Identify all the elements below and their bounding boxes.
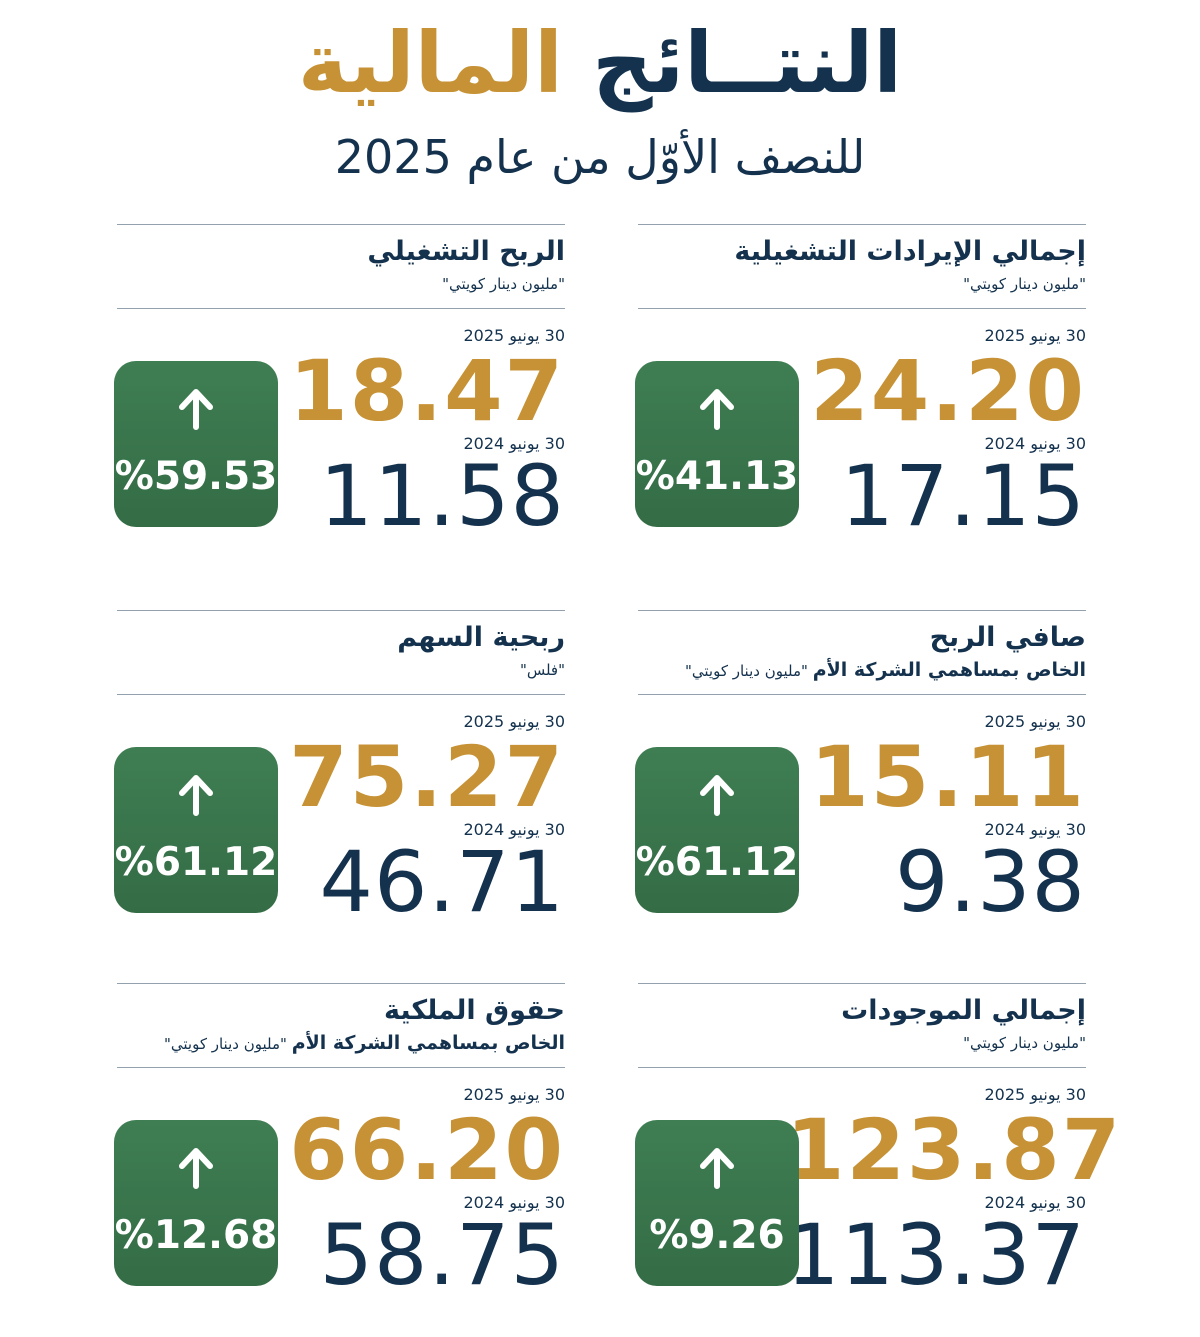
card-title: صافي الربح <box>929 622 1086 653</box>
title-word-financial: المالية <box>297 14 563 112</box>
page-subtitle: للنصف الأوّل من عام 2025 <box>334 130 866 184</box>
change-percent: %9.26 <box>649 1213 785 1258</box>
date-label-2024: 30 يونيو 2024 <box>463 820 565 839</box>
card-unit: الخاص بمساهمي الشركة الأم "مليون دينار ك… <box>117 1033 565 1054</box>
value-2024: 17.15 <box>840 447 1086 545</box>
card-net-profit: صافي الربح الخاص بمساهمي الشركة الأم "مل… <box>635 610 1086 940</box>
arrow-up-icon <box>635 385 799 431</box>
date-label-2024: 30 يونيو 2024 <box>463 1193 565 1212</box>
card-unit-text: "مليون دينار كويتي" <box>163 1035 287 1053</box>
arrow-up-icon <box>114 1144 278 1190</box>
card-title: إجمالي الموجودات <box>841 995 1086 1026</box>
value-2025: 66.20 <box>289 1101 565 1199</box>
date-label-2024: 30 يونيو 2024 <box>984 820 1086 839</box>
change-badge: %61.12 <box>114 747 278 913</box>
divider-top <box>638 610 1086 611</box>
card-title: الربح التشغيلي <box>367 236 565 267</box>
title-word-results: النتــائج <box>592 14 903 112</box>
card-unit: "مليون دينار كويتي" <box>442 275 565 293</box>
value-2025: 75.27 <box>289 728 565 826</box>
value-2024: 46.71 <box>319 833 565 931</box>
page-title: النتــائج المالية <box>0 8 1200 118</box>
arrow-up-icon <box>635 1144 799 1190</box>
divider-top <box>638 983 1086 984</box>
card-title: إجمالي الإيرادات التشغيلية <box>734 236 1086 267</box>
value-2025: 123.87 <box>786 1101 1123 1199</box>
change-badge: %59.53 <box>114 361 278 527</box>
card-unit: "مليون دينار كويتي" <box>963 1034 1086 1052</box>
divider-top <box>117 983 565 984</box>
value-2024: 113.37 <box>786 1206 1086 1304</box>
value-2025: 24.20 <box>810 342 1086 440</box>
date-label-2024: 30 يونيو 2024 <box>984 434 1086 453</box>
date-label-2025: 30 يونيو 2025 <box>463 326 565 345</box>
divider-mid <box>638 1067 1086 1068</box>
value-2024: 9.38 <box>894 833 1086 931</box>
change-badge: %61.12 <box>635 747 799 913</box>
change-badge: %12.68 <box>114 1120 278 1286</box>
divider-top <box>117 610 565 611</box>
arrow-up-icon <box>114 385 278 431</box>
card-title: ربحية السهم <box>397 622 565 653</box>
date-label-2025: 30 يونيو 2025 <box>463 1085 565 1104</box>
card-unit-bold: الخاص بمساهمي الشركة الأم <box>812 659 1086 681</box>
change-percent: %61.12 <box>114 840 278 885</box>
change-percent: %61.12 <box>635 840 799 885</box>
divider-mid <box>638 308 1086 309</box>
card-title: حقوق الملكية <box>384 995 565 1026</box>
card-earnings-per-share: ربحية السهم "فلس" 30 يونيو 2025 75.27 30… <box>114 610 565 940</box>
divider-mid <box>638 694 1086 695</box>
value-2024: 58.75 <box>319 1206 565 1304</box>
arrow-up-icon <box>114 771 278 817</box>
arrow-up-icon <box>635 771 799 817</box>
card-unit-bold: الخاص بمساهمي الشركة الأم <box>291 1032 565 1054</box>
card-equity: حقوق الملكية الخاص بمساهمي الشركة الأم "… <box>114 983 565 1313</box>
change-badge: %41.13 <box>635 361 799 527</box>
card-operating-revenue: إجمالي الإيرادات التشغيلية "مليون دينار … <box>635 224 1086 554</box>
card-operating-profit: الربح التشغيلي "مليون دينار كويتي" 30 يو… <box>114 224 565 554</box>
card-unit: "فلس" <box>519 661 565 679</box>
card-unit: الخاص بمساهمي الشركة الأم "مليون دينار ك… <box>638 660 1086 681</box>
card-unit: "مليون دينار كويتي" <box>963 275 1086 293</box>
date-label-2024: 30 يونيو 2024 <box>984 1193 1086 1212</box>
date-label-2024: 30 يونيو 2024 <box>463 434 565 453</box>
divider-top <box>638 224 1086 225</box>
change-percent: %41.13 <box>635 454 799 499</box>
date-label-2025: 30 يونيو 2025 <box>463 712 565 731</box>
divider-mid <box>117 308 565 309</box>
divider-top <box>117 224 565 225</box>
date-label-2025: 30 يونيو 2025 <box>984 1085 1086 1104</box>
date-label-2025: 30 يونيو 2025 <box>984 326 1086 345</box>
card-total-assets: إجمالي الموجودات "مليون دينار كويتي" 30 … <box>635 983 1123 1313</box>
date-label-2025: 30 يونيو 2025 <box>984 712 1086 731</box>
value-2025: 15.11 <box>810 728 1086 826</box>
divider-mid <box>117 694 565 695</box>
value-2025: 18.47 <box>289 342 565 440</box>
divider-mid <box>117 1067 565 1068</box>
change-percent: %12.68 <box>114 1213 278 1258</box>
card-unit-text: "مليون دينار كويتي" <box>684 662 808 680</box>
value-2024: 11.58 <box>319 447 565 545</box>
change-percent: %59.53 <box>114 454 278 499</box>
change-badge: %9.26 <box>635 1120 799 1286</box>
